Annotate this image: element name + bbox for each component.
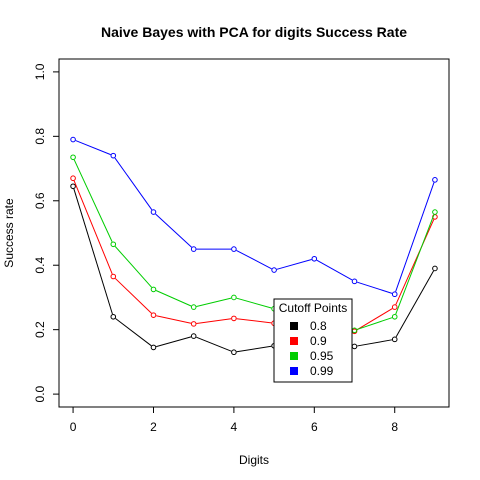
data-point — [231, 294, 237, 301]
series-segment — [236, 345, 272, 353]
series-segment — [75, 140, 111, 156]
data-point — [231, 349, 237, 356]
series-segment — [356, 308, 393, 331]
legend-title: Cutoff Points — [279, 301, 347, 315]
series-segment — [114, 157, 153, 211]
y-tick-label: 0.4 — [33, 257, 47, 274]
data-point — [391, 336, 398, 343]
data-point — [432, 265, 438, 272]
chart-title: Naive Bayes with PCA for digits Success … — [101, 24, 407, 40]
series-segment — [155, 290, 192, 307]
series-segment — [114, 246, 152, 288]
series-segment — [73, 159, 113, 242]
legend-label: 0.99 — [310, 364, 334, 378]
data-point — [190, 333, 197, 339]
y-tick-label: 1.0 — [33, 63, 47, 80]
data-point — [110, 152, 117, 159]
data-point — [70, 183, 76, 190]
data-point — [190, 304, 197, 310]
series-segment — [236, 249, 272, 270]
series-segment — [236, 318, 272, 324]
data-point — [190, 246, 197, 252]
y-tick-label: 0.6 — [33, 192, 47, 209]
legend-items: 0.80.90.950.99 — [290, 319, 334, 378]
axis-layer: 0 2 4 6 8 0.0 0.2 0.4 0.6 0.8 1.0 — [33, 63, 398, 434]
series-segment — [73, 180, 113, 275]
data-point — [110, 241, 117, 248]
legend-label: 0.8 — [310, 319, 327, 333]
data-point — [231, 246, 237, 252]
data-point — [391, 291, 398, 298]
series-layer — [70, 136, 438, 356]
series-segment — [73, 188, 113, 315]
series-segment — [156, 315, 192, 324]
series-segment — [155, 213, 192, 248]
x-axis-label: Digits — [239, 453, 269, 467]
y-axis-label: Success rate — [2, 198, 16, 268]
legend-swatch — [290, 322, 298, 330]
data-point — [231, 315, 237, 322]
x-tick-label: 6 — [311, 420, 318, 434]
data-point — [432, 209, 438, 215]
legend-swatch — [290, 337, 298, 345]
data-point — [150, 209, 157, 215]
series-segment — [395, 182, 435, 292]
series-segment — [357, 317, 393, 330]
legend-label: 0.95 — [310, 349, 334, 363]
legend: Cutoff Points 0.80.90.950.99 — [273, 298, 353, 383]
data-point — [391, 313, 398, 320]
series-segment — [236, 297, 272, 309]
data-point — [432, 177, 438, 183]
data-point — [391, 304, 398, 310]
x-tick-label: 8 — [391, 420, 398, 434]
series-segment — [395, 214, 435, 315]
x-tick-label: 2 — [150, 420, 157, 434]
series-segment — [196, 336, 232, 352]
data-point — [70, 136, 76, 143]
y-tick-label: 0.8 — [33, 128, 47, 145]
series-segment — [316, 259, 353, 281]
series-segment — [276, 259, 312, 270]
series-segment — [357, 339, 393, 347]
data-point — [351, 278, 358, 285]
y-tick-label: 0.0 — [33, 385, 47, 402]
x-tick-label: 4 — [231, 420, 238, 434]
x-tick-label: 0 — [70, 420, 77, 434]
data-point — [150, 312, 157, 318]
data-point — [70, 154, 76, 161]
data-point — [190, 321, 197, 327]
series-segment — [196, 318, 232, 324]
series-segment — [114, 278, 152, 314]
series-segment — [395, 219, 435, 305]
series-segment — [115, 318, 152, 347]
series-segment — [196, 297, 232, 307]
data-point — [110, 313, 117, 320]
data-point — [311, 255, 318, 262]
data-point — [70, 175, 76, 182]
data-point — [271, 267, 277, 273]
data-point — [110, 273, 117, 280]
y-tick-label: 0.2 — [33, 321, 47, 338]
legend-box — [273, 298, 353, 383]
series-segment — [395, 270, 434, 338]
legend-label: 0.9 — [310, 334, 327, 348]
series-segment — [156, 336, 192, 348]
series-segment — [357, 281, 393, 294]
data-point — [150, 286, 157, 293]
legend-swatch — [290, 352, 298, 360]
legend-swatch — [290, 367, 298, 375]
data-point — [150, 344, 157, 351]
